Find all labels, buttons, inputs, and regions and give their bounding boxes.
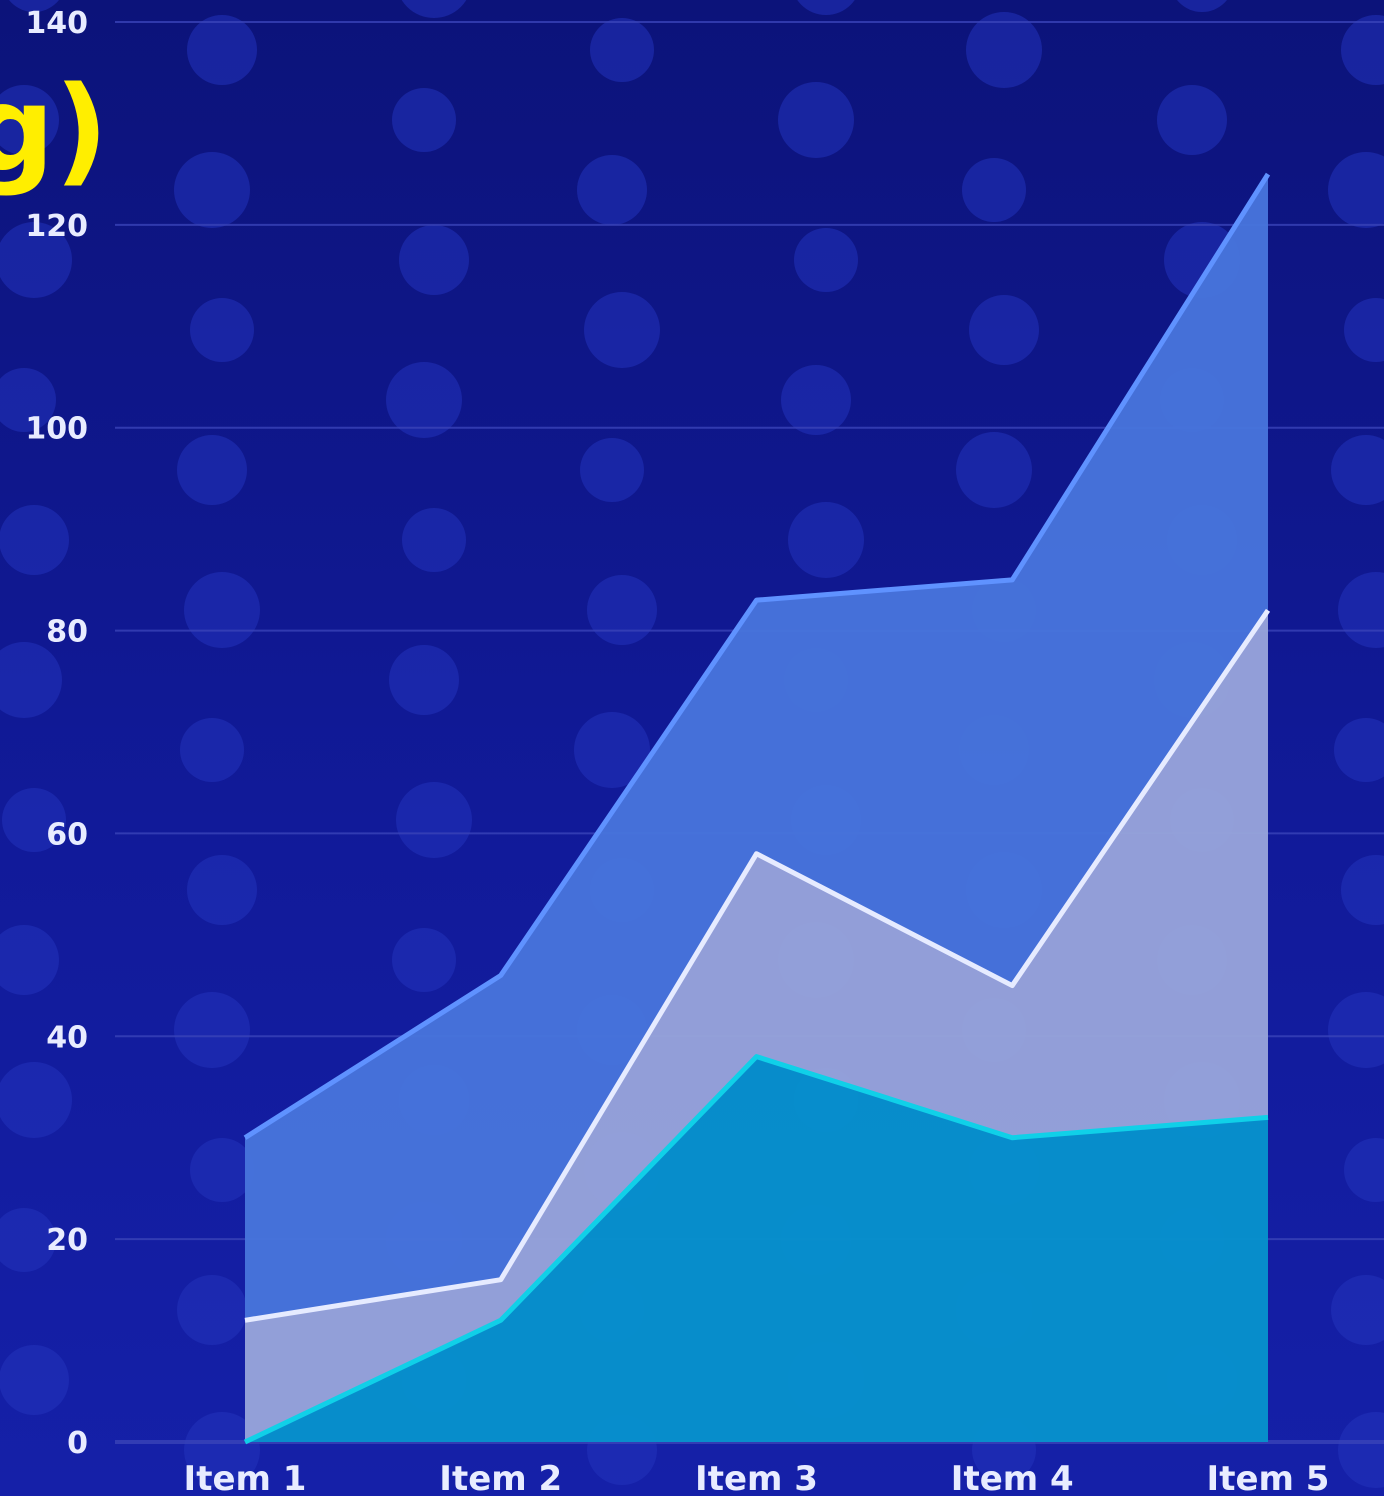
background-dot-83: [1341, 855, 1384, 925]
background-dot-11: [187, 15, 257, 85]
background-dot-8: [0, 1062, 72, 1138]
area-series-group: [245, 174, 1268, 1442]
background-dot-82: [1334, 718, 1384, 782]
background-dot-18: [174, 992, 250, 1068]
x-axis-ticks: Item 1 Item 2 Item 3 Item 4 Item 5: [184, 1459, 1330, 1496]
background-dot-6: [2, 788, 66, 852]
background-dot-9: [0, 1208, 56, 1272]
background-dot-33: [590, 18, 654, 82]
y-tick-label: 120: [25, 209, 88, 244]
x-tick-label: Item 2: [439, 1459, 562, 1496]
background-dot-45: [778, 82, 854, 158]
x-tick-label: Item 5: [1207, 1459, 1330, 1496]
chart-title-fragment: g): [0, 60, 108, 198]
background-dot-34: [577, 155, 647, 225]
background-dot-36: [580, 438, 644, 502]
background-dot-14: [177, 435, 247, 505]
background-dot-56: [962, 158, 1026, 222]
background-dot-13: [190, 298, 254, 362]
background-dot-27: [389, 645, 459, 715]
background-dot-44: [797, 0, 855, 15]
background-dot-38: [574, 712, 650, 788]
area-series-3-edge: [243, 172, 1271, 1140]
background-dot-46: [794, 228, 858, 292]
x-tick-label: Item 3: [695, 1459, 818, 1496]
background-dot-81: [1338, 572, 1384, 648]
background-dot-15: [184, 572, 260, 648]
background-dot-4: [0, 505, 69, 575]
background-dot-1: [0, 85, 59, 155]
background-dot-22: [401, 0, 467, 18]
background-dot-79: [1344, 298, 1384, 362]
background-dot-21: [184, 1412, 260, 1488]
background-dot-20: [177, 1275, 247, 1345]
background-dot-57: [969, 295, 1039, 365]
background-dot-86: [1331, 1275, 1384, 1345]
area-series-1-edge: [243, 1054, 1269, 1445]
background-dot-66: [1177, 0, 1227, 12]
background-dot-26: [402, 508, 466, 572]
y-tick-label: 100: [25, 412, 88, 447]
background-dot-77: [1341, 15, 1384, 85]
y-tick-label: 140: [25, 6, 88, 41]
y-tick-label: 40: [46, 1020, 88, 1055]
background-dot-85: [1344, 1138, 1384, 1202]
background-dot-10: [0, 1345, 69, 1415]
background-dot-58: [956, 432, 1032, 508]
background-dot-29: [392, 928, 456, 992]
area-series-3: [245, 174, 1268, 1321]
background-dot-87: [1338, 1412, 1384, 1488]
background-dot-28: [396, 782, 472, 858]
background-dot-19: [190, 1138, 254, 1202]
y-tick-label: 0: [67, 1426, 88, 1461]
background-dot-24: [399, 225, 469, 295]
background-dot-3: [0, 368, 56, 432]
y-tick-label: 80: [46, 615, 88, 650]
background-dot-67: [1157, 85, 1227, 155]
y-axis-ticks: 0 20 40 60 80 100 120 140: [25, 6, 88, 1461]
background-dot-35: [584, 292, 660, 368]
background-dot-2: [0, 222, 72, 298]
background-dot-16: [180, 718, 244, 782]
background-dot-7: [0, 925, 59, 995]
background-dot-47: [781, 365, 851, 435]
area-series-1: [245, 1056, 1268, 1442]
background-dot-17: [187, 855, 257, 925]
y-tick-label: 20: [46, 1223, 88, 1258]
area-series-2: [245, 610, 1268, 1442]
x-tick-label: Item 4: [951, 1459, 1074, 1496]
background-dot-48: [788, 502, 864, 578]
background-dot-25: [386, 362, 462, 438]
x-tick-label: Item 1: [184, 1459, 307, 1496]
background-dot-5: [0, 642, 62, 718]
y-tick-label: 60: [46, 817, 88, 852]
background-dot-80: [1331, 435, 1384, 505]
background-dot-84: [1328, 992, 1384, 1068]
background-dot-12: [174, 152, 250, 228]
background-dot-23: [392, 88, 456, 152]
background-dot-37: [587, 575, 657, 645]
background-dot-55: [966, 12, 1042, 88]
background-dot-0: [9, 0, 59, 12]
area-edge-lines: [243, 172, 1271, 1445]
area-series-2-edge: [244, 608, 1271, 1323]
background-dot-78: [1328, 152, 1384, 228]
